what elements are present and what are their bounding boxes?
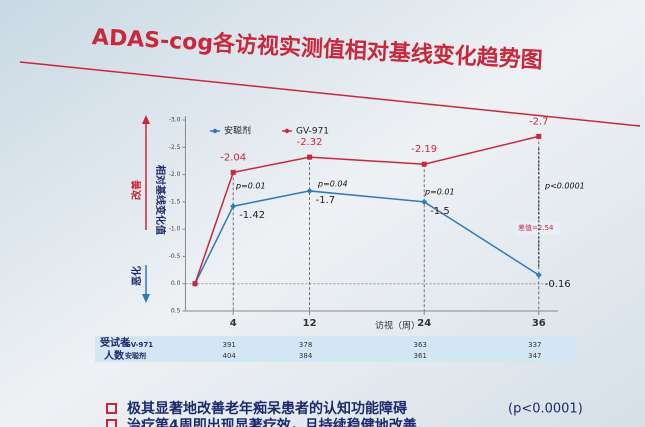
y-tick-label: -1.5 [169,198,181,205]
annotation: p=0.01 [235,182,266,191]
data-label: -2.04 [220,152,246,163]
point [536,133,542,139]
y-axis-label: 相对基线变化值 [154,165,167,235]
legend-label: GV-971 [296,127,329,137]
arrow-head [142,115,150,124]
point [421,161,427,167]
data-label: -2.19 [411,144,437,155]
side-label: 恶化 [130,266,143,286]
point [307,154,313,160]
legend-marker [284,128,290,134]
table-band [95,336,575,362]
data-label: -1.5 [430,206,450,217]
bullet-text: 极其显著地改善老年痴呆患者的认知功能障碍 [127,400,407,417]
point [230,203,237,210]
side-label: 改善 [130,180,143,200]
table-cell: 337 [528,341,541,349]
table-cell: 384 [299,352,313,360]
table-header: 人数 [104,349,125,362]
annotation: p=0.01 [424,188,455,197]
table-row-label: 安聪剂 [125,351,146,360]
annotation: p<0.0001 [544,182,585,191]
data-label: -2.7 [529,116,549,127]
table-cell: 391 [223,341,236,349]
y-tick-label: 0.0 [171,280,181,287]
table-header: 受试者 [100,336,130,349]
y-tick-label: -1.0 [169,226,181,233]
point [535,271,542,278]
data-label: -0.16 [545,279,571,290]
y-tick-label: -0.5 [169,253,181,260]
title-rule [19,61,641,127]
table-cell: 404 [223,352,237,360]
p-note: (p<0.0001) [508,402,583,417]
annotation: 差值=2.54 [518,223,554,232]
table-cell: 363 [414,341,427,349]
bullet-text: 治疗第4周即出现显著疗效，且持续稳健地改善 [127,417,417,427]
x-tick-label: 12 [303,318,317,329]
point [192,281,198,287]
legend-label: 安聪剂 [224,125,251,137]
table-cell: 361 [414,352,427,360]
table-row-label: GV-971 [125,341,153,349]
y-tick-label: -2.0 [169,171,181,178]
y-tick-label: -3.0 [169,117,181,124]
data-label: -1.7 [316,195,336,206]
x-tick-label: 4 [230,318,237,329]
data-label: -1.42 [239,210,265,221]
x-axis-label: 访视（周） [375,320,420,332]
x-tick-label: 24 [417,318,431,329]
y-tick-label: -2.5 [169,144,181,151]
table-cell: 347 [528,352,541,360]
point [306,187,313,194]
bullet-box [106,403,117,414]
x-tick-label: 36 [532,318,546,329]
y-tick-label: 0.5 [171,308,181,315]
data-label: -2.32 [297,137,323,148]
annotation: p=0.04 [317,180,348,189]
point [421,198,428,205]
point [230,169,236,175]
legend-marker [212,128,218,134]
bullet-box [106,419,117,427]
annotation-box [516,221,560,235]
arrow-head [142,294,150,303]
table-cell: 378 [299,341,312,349]
